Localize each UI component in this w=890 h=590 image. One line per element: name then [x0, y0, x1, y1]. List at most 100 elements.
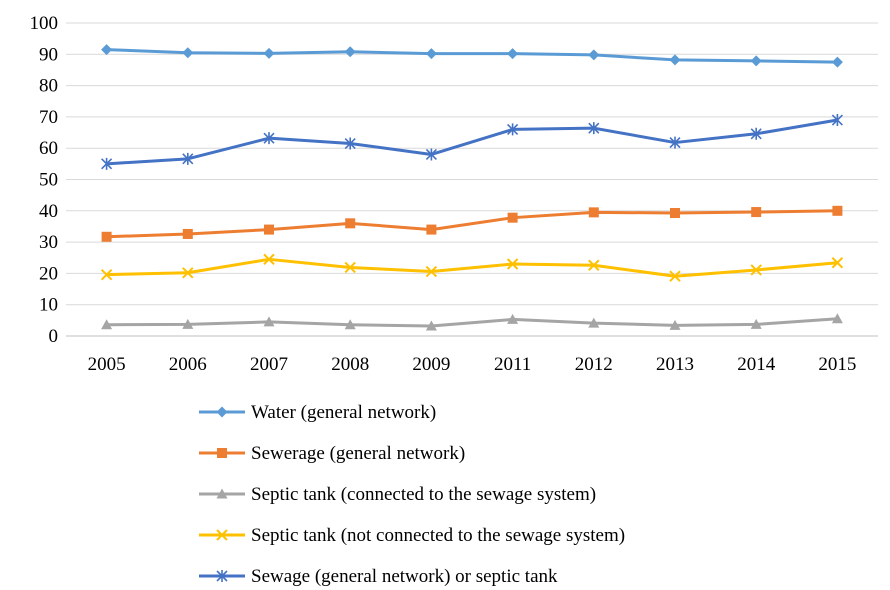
data-point	[751, 207, 762, 218]
legend-label: Sewerage (general network)	[251, 443, 465, 464]
data-point	[263, 47, 275, 59]
series-line	[106, 209, 838, 239]
y-tick-label: 50	[39, 170, 58, 191]
legend: Water (general network) Sewerage (general…	[199, 402, 625, 587]
data-point	[101, 44, 113, 56]
data-point	[831, 313, 843, 324]
legend-label: Water (general network)	[251, 402, 436, 423]
legend-marker	[216, 406, 228, 418]
data-point	[263, 253, 275, 266]
y-tick-label: 80	[39, 76, 58, 97]
data-point	[507, 212, 518, 223]
data-point	[344, 46, 356, 58]
data-point	[670, 207, 680, 218]
legend-item: Septic tank (connected to the sewage sys…	[199, 484, 596, 505]
legend-item: Septic tank (not connected to the sewage…	[199, 525, 625, 546]
data-point	[264, 224, 274, 235]
data-point	[750, 55, 762, 67]
data-point	[588, 317, 600, 328]
x-tick-label: 2009	[412, 354, 450, 375]
series-5	[101, 114, 843, 170]
y-tick-label: 90	[39, 44, 58, 65]
legend-label: Sewage (general network) or septic tank	[251, 566, 558, 587]
data-point	[182, 267, 194, 279]
data-point	[101, 319, 113, 330]
data-point	[588, 122, 600, 135]
x-tick-label: 2008	[331, 354, 369, 375]
x-tick-label: 2006	[169, 354, 207, 375]
x-tick-label: 2013	[656, 354, 694, 375]
data-point	[831, 114, 843, 127]
legend-item: Sewerage (general network)	[199, 443, 465, 464]
data-point	[507, 123, 519, 136]
legend-label: Septic tank (connected to the sewage sys…	[251, 484, 596, 505]
data-point	[832, 205, 843, 216]
data-point	[344, 261, 356, 274]
data-point	[425, 320, 437, 331]
y-tick-label: 70	[39, 107, 58, 128]
data-point	[588, 259, 600, 271]
data-point	[182, 152, 194, 165]
y-tick-label: 10	[39, 295, 58, 316]
y-tick-label: 100	[30, 13, 59, 34]
legend-item: Sewage (general network) or septic tank	[199, 566, 558, 587]
series-4	[100, 253, 844, 282]
data-point	[182, 318, 194, 329]
data-point	[101, 231, 112, 242]
series-line	[106, 257, 838, 278]
data-point	[750, 127, 762, 140]
data-point	[100, 268, 113, 281]
data-point	[425, 265, 438, 278]
series-3	[101, 313, 843, 331]
x-axis-tick-labels: 2005 2006 2007 2008 2009 2011 2012 2013 2014 2015	[88, 354, 857, 375]
data-point	[669, 54, 681, 66]
data-point	[750, 264, 762, 276]
series-1	[101, 44, 843, 68]
legend-label: Septic tank (not connected to the sewage…	[251, 525, 625, 546]
legend-marker	[216, 529, 228, 541]
y-tick-label: 30	[39, 232, 58, 253]
data-point	[588, 49, 600, 61]
data-point	[344, 137, 356, 150]
y-tick-label: 20	[39, 263, 58, 284]
data-point	[263, 132, 275, 145]
data-point	[669, 136, 681, 149]
data-point	[344, 319, 356, 330]
y-axis-tick-labels: 0 10 20 30 40 50 60 70 80 90 100	[30, 13, 59, 347]
legend-marker	[216, 488, 228, 499]
y-tick-label: 40	[39, 201, 58, 222]
data-point	[669, 270, 681, 282]
series-line	[106, 118, 838, 166]
x-tick-label: 2015	[818, 354, 856, 375]
x-tick-label: 2012	[575, 354, 613, 375]
x-tick-label: 2007	[250, 354, 288, 375]
series-2	[101, 205, 843, 242]
series-line	[106, 317, 838, 328]
data-point	[182, 228, 193, 239]
x-tick-label: 2011	[494, 354, 531, 375]
data-point	[507, 48, 519, 60]
data-point	[831, 257, 844, 269]
data-point	[588, 207, 599, 218]
x-tick-label: 2014	[737, 354, 776, 375]
legend-marker	[217, 448, 227, 458]
legend-item: Water (general network)	[199, 402, 436, 423]
legend-marker	[216, 570, 228, 582]
data-point	[101, 157, 113, 170]
data-point	[506, 258, 519, 270]
data-point	[669, 319, 681, 330]
x-tick-label: 2005	[88, 354, 126, 375]
series-lines	[100, 44, 844, 331]
data-point	[425, 48, 437, 60]
data-point	[507, 313, 519, 324]
data-point	[182, 47, 194, 59]
y-tick-label: 0	[49, 326, 59, 347]
data-point	[425, 148, 437, 161]
y-tick-label: 60	[39, 138, 58, 159]
data-point	[345, 218, 356, 229]
data-point	[750, 318, 762, 329]
series-line	[106, 48, 838, 64]
data-point	[426, 224, 437, 235]
data-point	[263, 316, 275, 327]
